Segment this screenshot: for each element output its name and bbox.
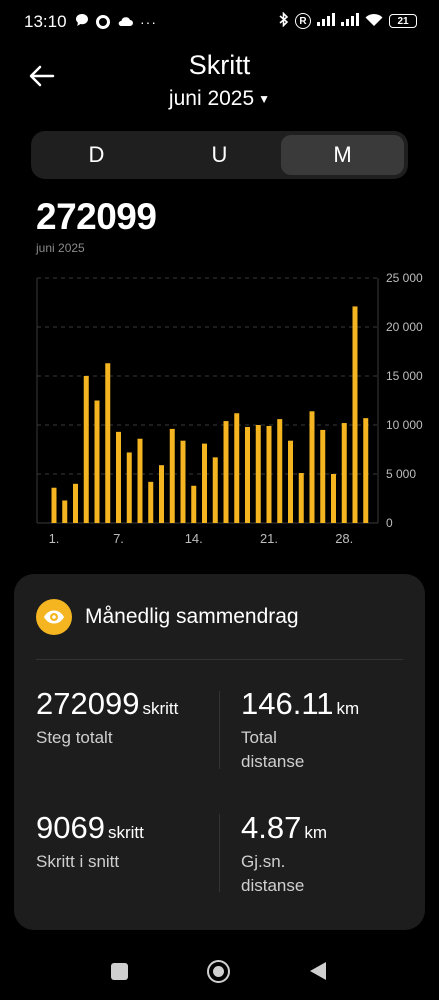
x-tick-label: 1. (49, 531, 60, 546)
stat-unit: skritt (107, 823, 144, 842)
chart-bar (234, 413, 240, 523)
column-divider (219, 691, 220, 769)
stat-average-steps: 9069 skritt Skritt i snitt (36, 810, 144, 874)
caret-down-icon: ▼ (258, 92, 271, 107)
chat-icon (75, 13, 89, 30)
period-label: juni 2025 (168, 87, 255, 110)
chart-bar (255, 425, 261, 523)
notification-icons: ··· (75, 13, 157, 30)
stat-label: Total distanse (241, 728, 305, 771)
stat-total-steps: 272099 skritt Steg totalt (36, 686, 178, 750)
stat-value: 146.11 (241, 686, 334, 721)
chart-bar (352, 306, 358, 523)
cloud-icon (117, 14, 133, 30)
stat-value: 4.87 (241, 810, 302, 845)
more-notifications-icon: ··· (140, 13, 157, 30)
chart-bar (148, 481, 154, 523)
stat-label: Steg totalt (36, 728, 113, 747)
segment-week[interactable]: U (211, 142, 228, 167)
chart-bar (277, 419, 283, 523)
signal-icon (317, 13, 335, 29)
status-bar: 13:10 ··· R 21 (0, 0, 439, 44)
stat-unit: skritt (142, 699, 179, 718)
chart-bar (116, 431, 121, 523)
registered-icon: R (295, 13, 311, 29)
system-nav-bar (0, 945, 439, 1000)
summary-header: Månedlig sammendrag (36, 599, 299, 635)
stat-average-distance: 4.87 km Gj.sn. distanse (241, 810, 327, 898)
chart-bar (191, 485, 197, 523)
eye-icon (36, 599, 72, 635)
chart-bar (94, 400, 100, 523)
segment-month[interactable]: M (281, 135, 404, 175)
battery-icon: 21 (389, 14, 417, 28)
stat-value: 272099 (36, 686, 140, 721)
stat-label: Gj.sn. distanse (241, 852, 305, 895)
stat-total-distance: 146.11 km Total distanse (241, 686, 359, 774)
page-title: Skritt (188, 50, 251, 80)
chart-bar (62, 500, 68, 523)
chart-bar (159, 465, 164, 523)
monthly-summary-card: Månedlig sammendrag 272099 skritt Steg to… (14, 574, 425, 930)
chart-bar (126, 452, 132, 523)
chart-bar (331, 474, 336, 523)
back-arrow-icon (29, 65, 55, 87)
chart-bar (245, 426, 250, 523)
chart-bar (288, 440, 293, 523)
steps-bar-chart[interactable]: 25 000 20 000 15 000 10 000 5 000 0 1. 7. 14. 21.… (0, 268, 439, 558)
x-tick-label: 14. (185, 531, 203, 546)
chart-bar (298, 473, 304, 523)
recents-button[interactable] (111, 963, 128, 980)
total-steps-value: 272099 (36, 196, 157, 237)
status-time: 13:10 (24, 12, 67, 31)
chart-bar (341, 423, 347, 523)
column-divider (219, 814, 220, 892)
chart-bar (223, 421, 229, 523)
summary-title: Månedlig sammendrag (85, 605, 299, 628)
home-icon (213, 966, 224, 977)
stat-unit: km (304, 823, 328, 842)
system-back-button[interactable] (310, 962, 326, 980)
x-tick-label: 21. (260, 531, 278, 546)
y-tick-label: 20 000 (386, 320, 423, 334)
y-tick-label: 10 000 (386, 418, 423, 432)
chart-bar (309, 411, 315, 523)
period-selector[interactable]: juni 2025 ▼ (0, 87, 439, 111)
chart-bar (137, 438, 143, 523)
y-tick-label: 15 000 (386, 369, 423, 383)
chart-bar (73, 483, 78, 523)
signal-icon-2 (341, 13, 359, 29)
chart-bar (83, 376, 89, 523)
chart-bar (266, 425, 272, 523)
bluetooth-icon (279, 11, 289, 30)
chart-bar (105, 363, 111, 523)
stat-value: 9069 (36, 810, 105, 845)
stat-unit: km (336, 699, 360, 718)
chart-bar (363, 418, 369, 523)
chart-bar (51, 487, 57, 523)
summary-divider (36, 659, 403, 660)
home-button[interactable] (207, 960, 230, 983)
x-tick-label: 28. (335, 531, 353, 546)
chart-bar (202, 443, 207, 523)
y-tick-label: 5 000 (386, 467, 416, 481)
chart-bar (169, 428, 175, 523)
chart-bar (320, 429, 326, 523)
system-icons: R 21 (279, 11, 417, 30)
chart-bar (180, 440, 186, 523)
total-steps-period: juni 2025 (36, 241, 85, 255)
back-button[interactable] (28, 62, 56, 90)
ring-icon (96, 14, 110, 29)
chart-bar (212, 457, 218, 523)
stat-label: Skritt i snitt (36, 852, 120, 871)
segment-day[interactable]: D (88, 142, 105, 167)
y-tick-label: 0 (386, 516, 393, 530)
range-segmented-control: D U M (31, 131, 408, 179)
y-tick-label: 25 000 (386, 271, 423, 285)
wifi-icon (365, 13, 383, 29)
x-tick-label: 7. (113, 531, 124, 546)
